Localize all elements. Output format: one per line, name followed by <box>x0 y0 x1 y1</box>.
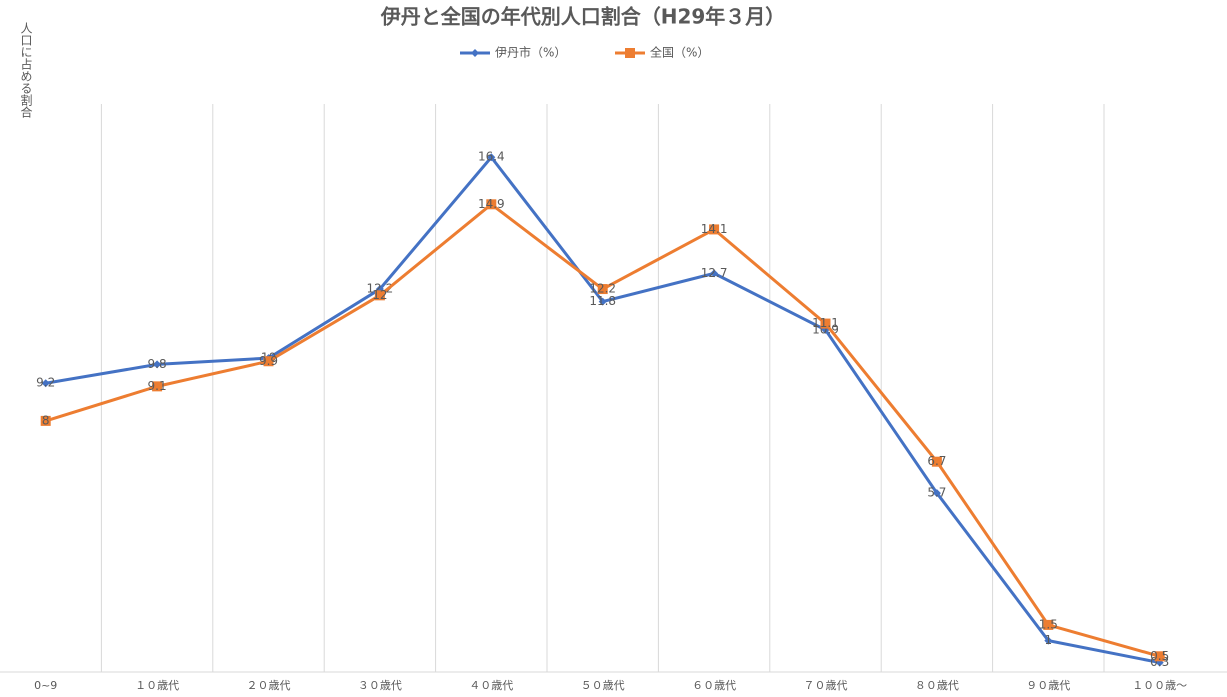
legend-label: 伊丹市（%） <box>495 45 566 60</box>
marker <box>932 489 941 498</box>
data-label: 12 <box>372 288 387 302</box>
chart-title: 伊丹と全国の年代別人口割合（H29年３月） <box>380 5 786 29</box>
x-tick-label: 0~9 <box>34 679 57 692</box>
data-label: 11.8 <box>589 294 616 308</box>
marker <box>709 224 720 235</box>
x-tick-label: ３０歳代 <box>358 679 402 692</box>
data-label: 12.2 <box>589 282 616 296</box>
data-label: 12.2 <box>367 282 394 296</box>
data-label: 14.9 <box>478 197 505 211</box>
marker <box>820 318 831 329</box>
marker <box>41 379 50 388</box>
x-tick-label: ９０歳代 <box>1026 679 1070 692</box>
legend-marker <box>471 49 479 57</box>
marker <box>710 269 719 278</box>
y-axis-label: 人口に占める割合 <box>19 22 33 118</box>
marker <box>153 360 162 369</box>
x-tick-label: ８０歳代 <box>915 679 959 692</box>
marker <box>931 456 942 467</box>
x-tick-label: ７０歳代 <box>804 679 848 692</box>
marker <box>1044 636 1053 645</box>
data-label: 9.2 <box>36 376 55 390</box>
marker <box>597 284 608 295</box>
marker <box>1043 619 1054 630</box>
data-label: 1.5 <box>1039 617 1058 631</box>
data-label: 9.9 <box>259 354 278 368</box>
x-tick-label: ５０歳代 <box>581 679 625 692</box>
marker <box>40 415 51 426</box>
data-label: 1 <box>1044 633 1052 647</box>
marker <box>1154 651 1165 662</box>
marker <box>152 381 163 392</box>
marker <box>487 153 496 162</box>
x-tick-label: ２０歳代 <box>247 679 291 692</box>
data-label: 6.7 <box>927 454 946 468</box>
marker <box>374 290 385 301</box>
marker <box>263 356 274 367</box>
marker <box>486 199 497 210</box>
data-label: 9.8 <box>148 357 167 371</box>
data-label: 0.5 <box>1150 649 1169 663</box>
data-label: 8 <box>42 413 50 427</box>
data-label: 11.1 <box>812 316 839 330</box>
data-label: 9.1 <box>148 379 167 393</box>
legend-marker <box>625 48 635 58</box>
x-tick-label: ６０歳代 <box>692 679 736 692</box>
data-label: 5.7 <box>927 486 946 500</box>
data-label: 14.1 <box>701 222 728 236</box>
data-label: 16.4 <box>478 150 505 164</box>
legend-label: 全国（%） <box>650 45 709 60</box>
marker <box>598 297 607 306</box>
x-tick-label: １００歳～ <box>1132 679 1187 692</box>
data-label: 12.7 <box>701 266 728 280</box>
x-tick-label: １０歳代 <box>135 679 179 692</box>
x-tick-label: ４０歳代 <box>469 679 513 692</box>
